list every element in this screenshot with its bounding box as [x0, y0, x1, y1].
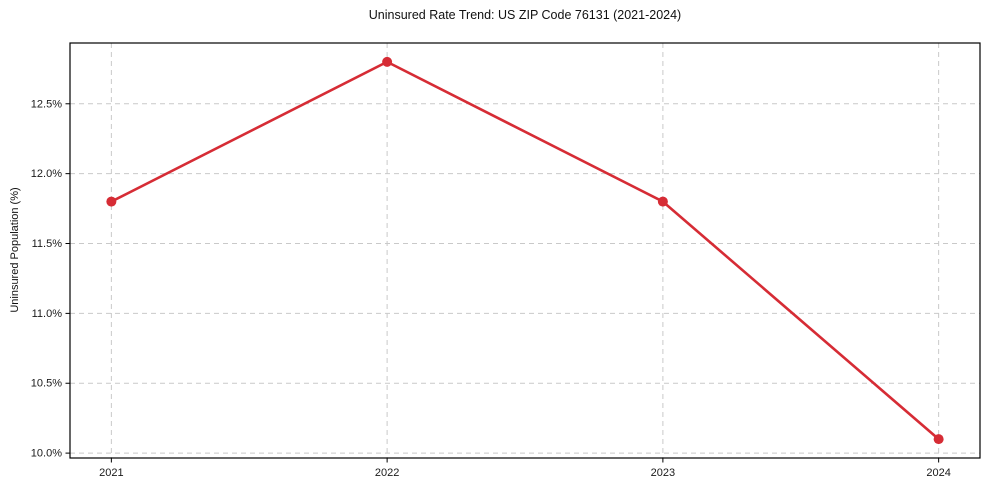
y-axis-label: Uninsured Population (%)	[9, 187, 21, 313]
y-tick-label: 10.5%	[31, 378, 62, 390]
y-tick-label: 10.0%	[31, 448, 62, 460]
data-point-2023	[657, 196, 668, 207]
y-tick-label: 11.0%	[32, 308, 63, 320]
x-tick-label: 2023	[651, 467, 675, 479]
data-point-2024	[933, 434, 944, 445]
trend-line	[110, 60, 940, 441]
y-tick-label: 11.5%	[32, 238, 63, 250]
data-point-2022	[382, 56, 393, 67]
x-tick-label: 2021	[99, 467, 123, 479]
chart-title: Uninsured Rate Trend: US ZIP Code 76131 …	[368, 8, 682, 22]
x-tick-label: 2024	[926, 467, 950, 479]
y-tick-label: 12.5%	[31, 98, 62, 110]
x-tick-label: 2022	[375, 467, 399, 479]
plot-border	[69, 42, 981, 459]
data-point-2021	[106, 196, 117, 207]
y-tick-label: 12.0%	[31, 168, 62, 180]
